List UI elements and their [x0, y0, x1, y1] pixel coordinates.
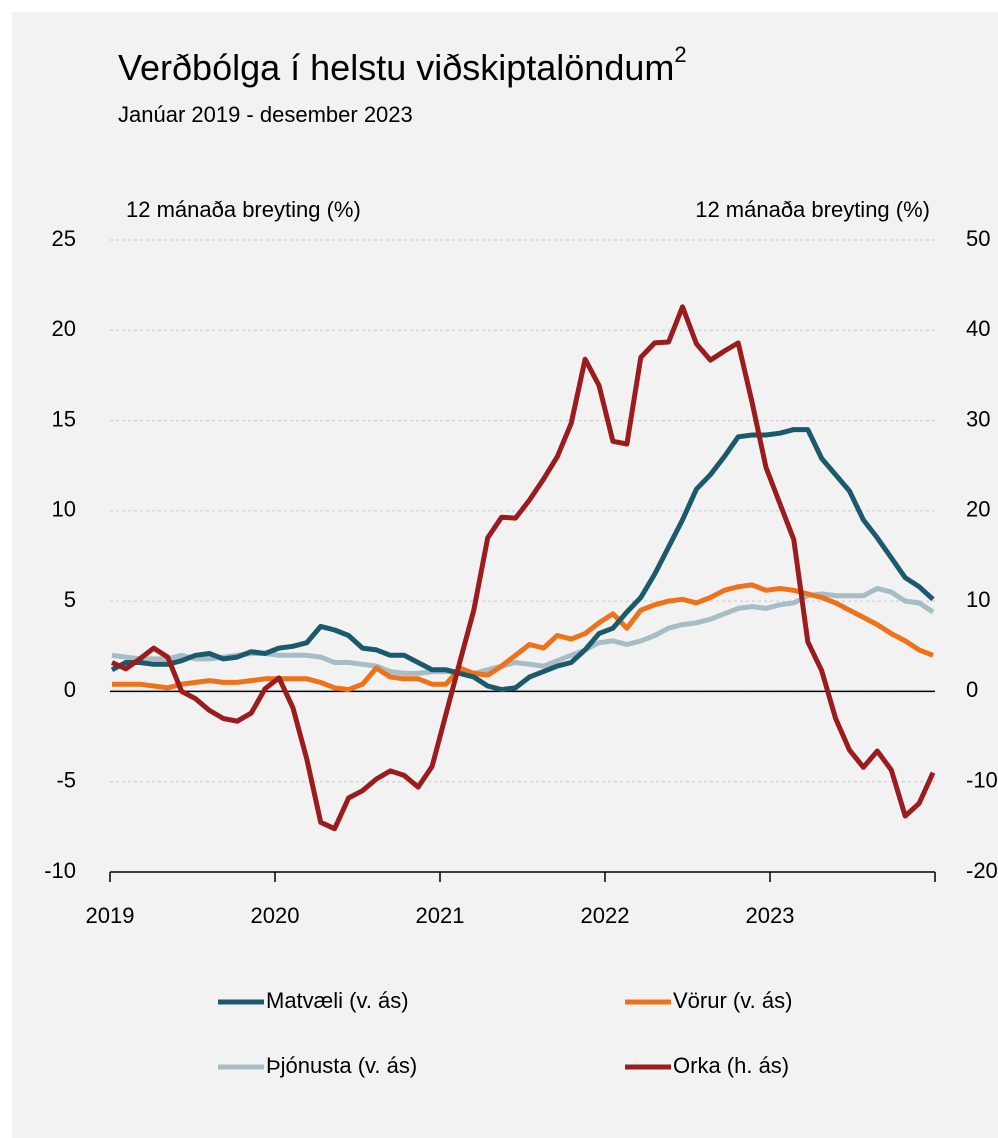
chart-title: Verðbólga í helstu viðskiptalöndum2 [118, 42, 687, 88]
y-tick-label: 0 [64, 677, 76, 702]
y2-axis-label: 12 mánaða breyting (%) [695, 197, 930, 222]
y2-tick-label: 0 [966, 677, 978, 702]
y-tick-label: -10 [44, 858, 76, 883]
y2-tick-label: 40 [966, 316, 990, 341]
legend-label: Vörur (v. ás) [673, 988, 792, 1013]
y-tick-label: 15 [52, 406, 76, 431]
y-tick-label: 20 [52, 316, 76, 341]
y-axis-label: 12 mánaða breyting (%) [126, 197, 361, 222]
series-line [110, 427, 935, 693]
y2-tick-label: 20 [966, 497, 990, 522]
y-tick-label: 5 [64, 587, 76, 612]
x-tick-label: 2022 [581, 903, 630, 928]
title-text: Verðbólga í helstu viðskiptalöndum [118, 47, 674, 88]
y-tick-label: 10 [52, 497, 76, 522]
x-tick-label: 2019 [86, 903, 135, 928]
y2-tick-label: -10 [966, 768, 998, 793]
y2-tick-label: -20 [966, 858, 998, 883]
legend-label: Þjónusta (v. ás) [266, 1053, 417, 1078]
title-superscript: 2 [674, 42, 686, 67]
legend-label: Orka (h. ás) [673, 1053, 789, 1078]
y-tick-label: 25 [52, 226, 76, 251]
legend-label: Matvæli (v. ás) [266, 988, 409, 1013]
background [12, 12, 998, 1138]
y2-tick-label: 30 [966, 406, 990, 431]
x-tick-label: 2021 [416, 903, 465, 928]
series-line [112, 582, 934, 693]
x-tick-label: 2023 [746, 903, 795, 928]
series-line [110, 304, 936, 832]
y2-tick-label: 50 [966, 226, 990, 251]
chart-subtitle: Janúar 2019 - desember 2023 [118, 102, 413, 127]
y-tick-label: -5 [56, 768, 76, 793]
y2-tick-label: 10 [966, 587, 990, 612]
x-tick-label: 2020 [251, 903, 300, 928]
